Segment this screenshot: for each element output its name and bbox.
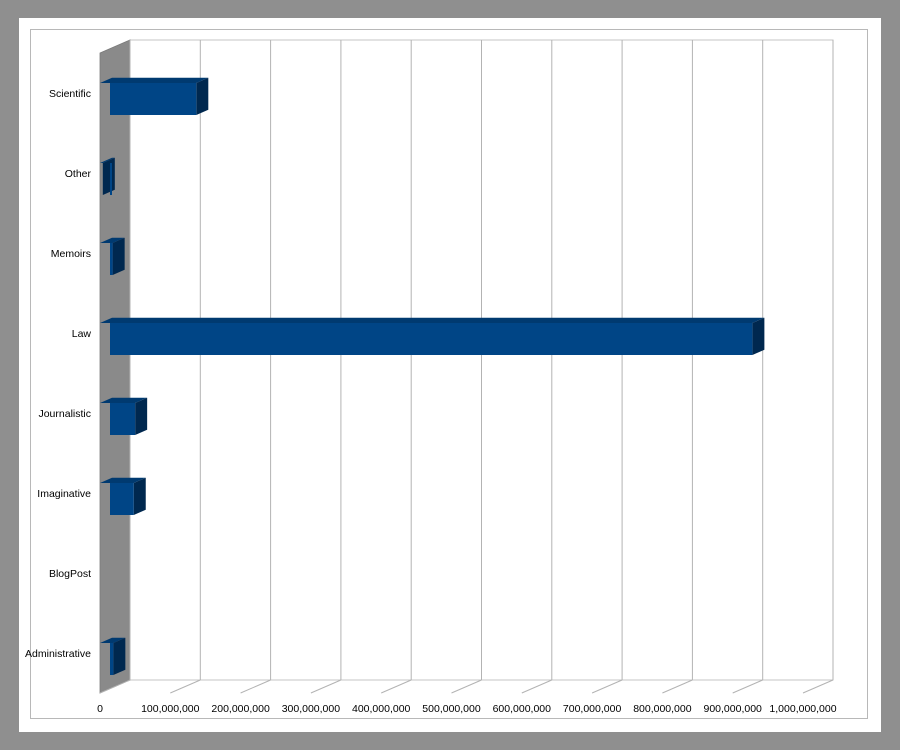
category-label: Other <box>65 168 92 180</box>
floor-gridline <box>662 679 693 694</box>
category-label: Scientific <box>49 88 91 100</box>
bar <box>100 237 125 275</box>
category-label: Journalistic <box>38 408 91 420</box>
floor-gridline <box>802 679 834 694</box>
floor-gridline <box>381 679 412 694</box>
category-labels: Scientific Other Memoirs Law Journalistic Ima… <box>25 88 91 660</box>
bar-top-face <box>100 397 148 403</box>
x-tick-label: 900,000,000 <box>703 703 762 715</box>
x-tick-label: 600,000,000 <box>493 703 552 715</box>
bar-top-face <box>100 157 115 163</box>
bar <box>100 317 765 355</box>
category-label: Administrative <box>25 648 91 660</box>
x-tick-label: 500,000,000 <box>422 703 481 715</box>
bar-top-face <box>100 237 125 243</box>
category-label: Memoirs <box>51 248 91 260</box>
x-axis-tick-labels: 0 100,000,000 200,000,000 300,000,000 400,00… <box>97 703 837 715</box>
bar-front-face <box>110 83 197 115</box>
bar-side-face <box>135 397 148 435</box>
floor-gridline <box>451 679 482 694</box>
category-label: Imaginative <box>37 488 91 500</box>
bar-front-face <box>110 403 136 435</box>
x-tick-label: 200,000,000 <box>211 703 270 715</box>
floor-gridline <box>591 679 623 694</box>
bar <box>100 477 146 515</box>
floor-gridline <box>732 679 763 694</box>
bar-top-face <box>100 77 209 83</box>
bar-front-face <box>110 163 112 195</box>
bar-side-face <box>113 637 126 675</box>
bar-top-face <box>100 637 126 643</box>
floor-gridline <box>310 679 342 694</box>
bar-side-face <box>112 237 125 275</box>
x-tick-label: 100,000,000 <box>141 703 200 715</box>
chart-walls <box>99 39 834 694</box>
bar-side-face <box>752 317 765 355</box>
bar <box>100 77 209 115</box>
x-tick-label: 0 <box>97 703 103 715</box>
bar-side-face <box>133 477 146 515</box>
category-label: BlogPost <box>49 568 91 580</box>
bar <box>100 397 148 435</box>
floor-gridline <box>99 679 131 694</box>
floor-gridline <box>521 679 552 694</box>
bar-top-face <box>100 317 765 323</box>
bar <box>100 637 126 675</box>
x-tick-label: 700,000,000 <box>563 703 622 715</box>
bar <box>100 157 115 195</box>
bars <box>100 77 765 675</box>
bar-side-face <box>102 157 115 195</box>
x-tick-label: 800,000,000 <box>633 703 692 715</box>
category-label: Law <box>72 328 92 340</box>
floor-gridline <box>170 679 201 694</box>
bar-front-face <box>110 243 113 275</box>
floor-gridline <box>240 679 271 694</box>
bar-front-face <box>110 323 753 355</box>
x-tick-label: 400,000,000 <box>352 703 411 715</box>
bar-side-face <box>196 77 209 115</box>
x-tick-label: 300,000,000 <box>282 703 341 715</box>
gridlines <box>99 40 834 694</box>
x-tick-label: 1,000,000,000 <box>769 703 836 715</box>
side-wall <box>99 39 131 694</box>
bar-front-face <box>110 643 114 675</box>
bar-front-face <box>110 483 134 515</box>
bar-top-face <box>100 477 146 483</box>
